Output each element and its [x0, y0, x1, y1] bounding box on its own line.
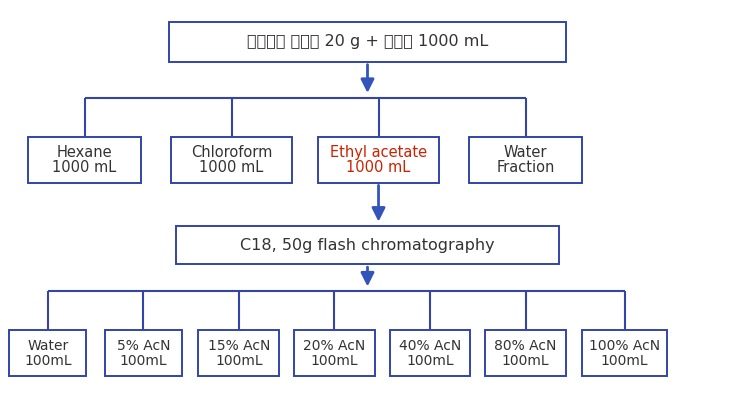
Text: 15% AcN: 15% AcN	[208, 338, 270, 353]
FancyBboxPatch shape	[10, 330, 87, 376]
Text: Water: Water	[27, 338, 68, 353]
FancyBboxPatch shape	[171, 137, 292, 183]
Text: Fraction: Fraction	[496, 160, 555, 175]
FancyBboxPatch shape	[105, 330, 182, 376]
Text: 100mL: 100mL	[406, 354, 453, 368]
FancyBboxPatch shape	[582, 330, 667, 376]
FancyBboxPatch shape	[485, 330, 566, 376]
Text: 40% AcN: 40% AcN	[399, 338, 461, 353]
Text: 1000 mL: 1000 mL	[52, 160, 117, 175]
Text: C18, 50g flash chromatography: C18, 50g flash chromatography	[240, 238, 495, 253]
Text: 1000 mL: 1000 mL	[199, 160, 264, 175]
FancyBboxPatch shape	[390, 330, 470, 376]
Text: 100mL: 100mL	[120, 354, 167, 368]
Text: 100mL: 100mL	[311, 354, 358, 368]
Text: 100mL: 100mL	[24, 354, 71, 368]
Text: 5% AcN: 5% AcN	[117, 338, 170, 353]
FancyBboxPatch shape	[468, 137, 582, 183]
FancyBboxPatch shape	[176, 227, 559, 264]
Text: Ethyl acetate: Ethyl acetate	[330, 144, 427, 160]
Text: 1000 mL: 1000 mL	[346, 160, 411, 175]
Text: 100mL: 100mL	[502, 354, 549, 368]
FancyBboxPatch shape	[294, 330, 375, 376]
Text: Hexane: Hexane	[57, 144, 112, 160]
FancyBboxPatch shape	[198, 330, 279, 376]
Text: Water: Water	[503, 144, 548, 160]
Text: 시료추출 농충물 20 g + 증류수 1000 mL: 시료추출 농충물 20 g + 증류수 1000 mL	[247, 34, 488, 49]
FancyBboxPatch shape	[28, 137, 141, 183]
Text: 20% AcN: 20% AcN	[304, 338, 365, 353]
Text: 100mL: 100mL	[601, 354, 648, 368]
FancyBboxPatch shape	[169, 22, 566, 62]
Text: 80% AcN: 80% AcN	[495, 338, 556, 353]
Text: 100mL: 100mL	[215, 354, 262, 368]
FancyBboxPatch shape	[318, 137, 440, 183]
Text: Chloroform: Chloroform	[191, 144, 272, 160]
Text: 100% AcN: 100% AcN	[589, 338, 660, 353]
